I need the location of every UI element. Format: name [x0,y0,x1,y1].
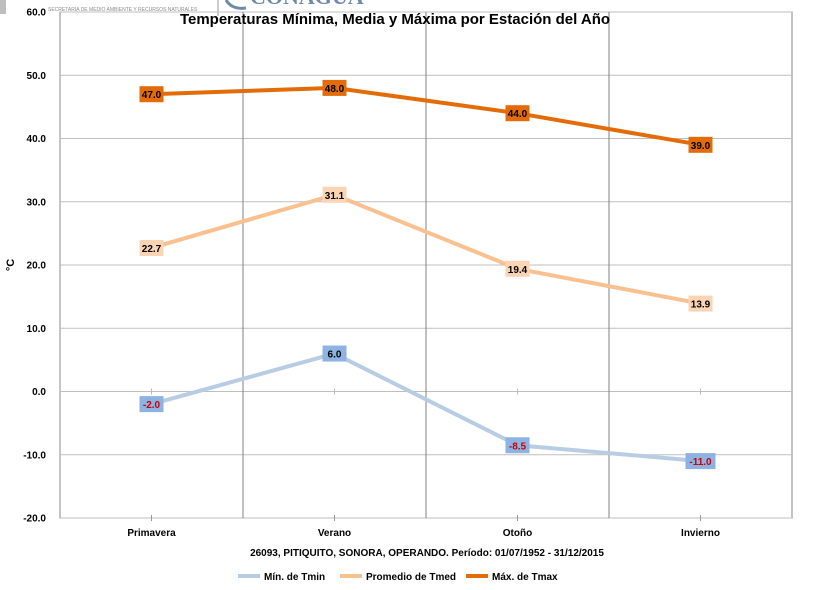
data-point-marker [322,186,347,203]
series-lines [150,85,701,464]
data-label: 6.0 [328,350,342,361]
semarnat-logo: SECRETARÍA DE MEDIO AMBIENTE Y RECURSOS … [0,0,219,16]
y-tick-label: -20.0 [23,514,46,525]
y-tick-label: -10.0 [23,450,46,461]
legend-entry: Máx. de Tmax [492,572,558,583]
data-label: 48.0 [325,84,345,95]
series-line [151,85,701,147]
data-label: 39.0 [691,141,711,152]
semarnat-logo-text: SECRETARÍA DE MEDIO AMBIENTE Y RECURSOS … [48,6,198,13]
legend-entry: Promedio de Tmed [366,572,456,583]
data-label: 31.1 [325,191,345,202]
y-axis-label: °C [5,259,17,271]
series-line [150,192,701,306]
y-tick-label: 20.0 [27,261,47,272]
x-category-label: Invierno [681,528,720,539]
data-point-marker [505,437,530,454]
data-point-marker [505,105,530,122]
data-label: 13.9 [691,300,711,311]
y-axis-ticks: -20.0 -10.0 0.0 10.0 20.0 30.0 40.0 50.0 60.0 [23,8,46,525]
y-tick-label: 0.0 [32,387,46,398]
data-point-marker [685,453,716,470]
chart-title: Temperaturas Mínima, Media y Máxima por … [180,11,610,28]
data-labels: -2.0 6.0 -8.5 -11.0 22.7 31.1 19.4 13.9 47.0 48.0… [139,79,716,470]
data-point-marker [322,79,347,96]
data-point-marker [322,345,347,362]
data-label: 19.4 [508,265,528,276]
series-line [150,351,701,464]
data-label: 47.0 [142,90,162,101]
data-point-marker [505,260,530,277]
data-label: -8.5 [509,441,527,452]
conagua-logo: CONAGUA [224,0,364,10]
grid-lines [60,11,792,519]
data-label: -2.0 [143,400,161,411]
conagua-logo-text: CONAGUA [250,0,364,9]
x-category-label: Verano [318,528,351,539]
y-tick-label: 10.0 [27,324,47,335]
data-label: 44.0 [508,109,528,120]
x-category-label: Otoño [503,528,532,539]
y-tick-label: 40.0 [27,134,47,145]
legend-entry: Mín. de Tmin [264,572,325,583]
data-point-marker [139,239,164,256]
data-label: -11.0 [689,457,712,468]
data-point-marker [688,136,713,153]
y-tick-label: 50.0 [27,71,47,82]
chart-subtitle: 26093, PITIQUITO, SONORA, OPERANDO. Perí… [250,548,604,559]
legend: Mín. de Tmin Promedio de Tmed Máx. de Tmax [238,572,558,583]
data-point-marker [139,86,164,103]
data-label: 22.7 [142,244,162,255]
y-tick-label: 60.0 [27,8,47,19]
data-point-marker [688,295,713,312]
x-category-label: Primavera [127,528,176,539]
y-tick-label: 30.0 [27,197,47,208]
x-axis-categories: Primavera Verano Otoño Invierno [127,388,720,539]
data-point-marker [139,396,164,413]
